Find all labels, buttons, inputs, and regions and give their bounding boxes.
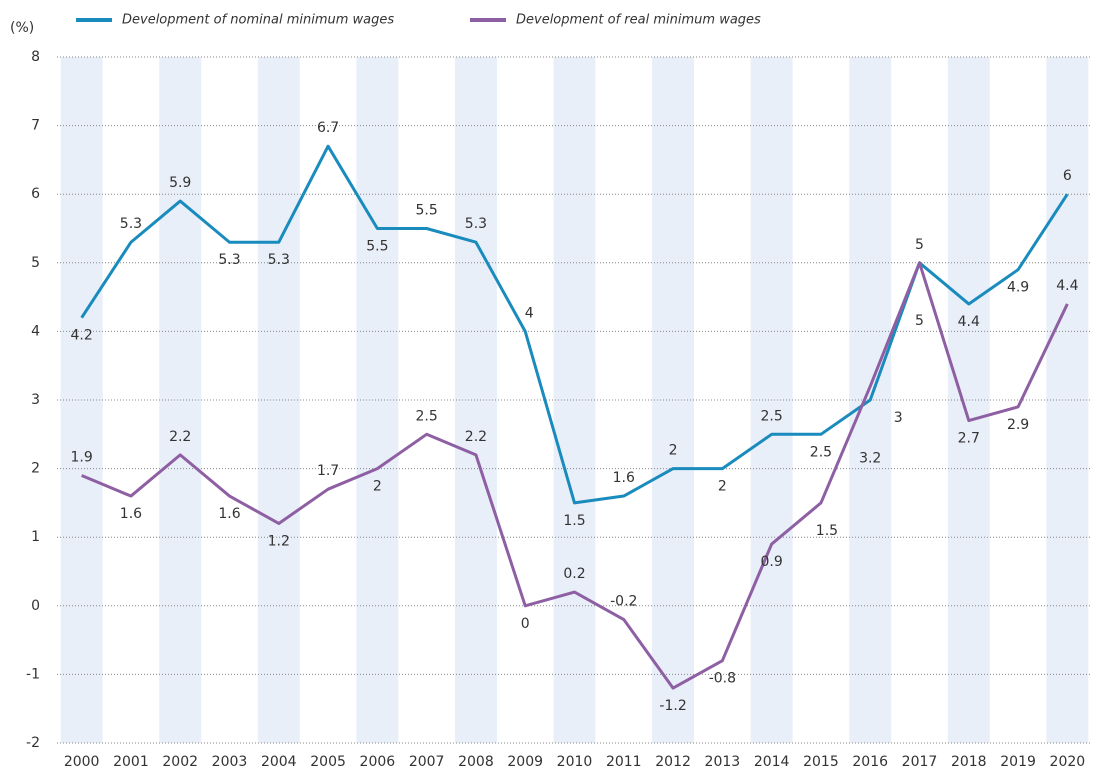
data-label: 4.9 <box>1007 280 1029 296</box>
x-tick-label: 2019 <box>1000 754 1036 770</box>
x-tick-label: 2016 <box>852 754 888 770</box>
data-label: 4.4 <box>958 314 980 330</box>
y-axis-label: (%) <box>10 20 34 36</box>
data-label: 2.9 <box>1007 417 1029 433</box>
data-label: 2.5 <box>810 444 832 460</box>
y-tick-label: 5 <box>31 255 40 271</box>
x-tick-label: 2020 <box>1050 754 1086 770</box>
data-label: 1.6 <box>218 506 240 522</box>
x-tick-label: 2004 <box>261 754 297 770</box>
y-tick-label: 8 <box>31 49 40 65</box>
data-label: -0.2 <box>610 594 637 610</box>
data-label: 5.3 <box>268 252 290 268</box>
x-tick-label: 2007 <box>409 754 445 770</box>
x-tick-label: 2011 <box>606 754 642 770</box>
data-label: 0.2 <box>563 566 585 582</box>
data-label: 2.5 <box>416 408 438 424</box>
line <box>81 261 1069 690</box>
x-tick-label: 2013 <box>705 754 741 770</box>
x-tick-label: 2010 <box>557 754 593 770</box>
y-tick-label: 7 <box>31 118 40 134</box>
data-label: 0.9 <box>761 554 783 570</box>
data-label: 5.3 <box>120 216 142 232</box>
data-label: 0 <box>521 616 530 632</box>
line <box>80 144 1069 505</box>
x-tick-label: 2018 <box>951 754 987 770</box>
data-label: 5.3 <box>465 216 487 232</box>
data-label: 1.2 <box>268 533 290 549</box>
data-label: 6 <box>1063 168 1072 184</box>
data-label: 2 <box>373 479 382 495</box>
data-label: 1.9 <box>71 449 93 465</box>
data-label: 3 <box>894 410 903 426</box>
x-tick-label: 2006 <box>360 754 396 770</box>
y-tick-label: 0 <box>31 598 40 614</box>
x-tick-label: 2009 <box>507 754 543 770</box>
x-tick-label: 2008 <box>458 754 494 770</box>
legend-text: Development of nominal minimum wages <box>122 13 394 28</box>
data-label: 2 <box>669 443 678 459</box>
data-label: -0.8 <box>709 671 736 687</box>
data-label: 1.6 <box>613 470 635 486</box>
data-label: 5.5 <box>416 203 438 219</box>
data-label: 4.4 <box>1056 278 1078 294</box>
x-tick-label: 2001 <box>113 754 149 770</box>
data-label: 4 <box>525 305 534 321</box>
legend-text: Development of real minimum wages <box>516 13 761 28</box>
data-label: 5.3 <box>218 252 240 268</box>
data-label: 4.2 <box>71 328 93 344</box>
data-label: 1.5 <box>563 513 585 529</box>
data-label: 6.7 <box>317 120 339 136</box>
data-label: 3.2 <box>859 450 881 466</box>
data-label: 5 <box>915 313 924 329</box>
y-tick-label: 6 <box>31 186 40 202</box>
data-label: 1.6 <box>120 506 142 522</box>
data-label: -1.2 <box>659 698 686 714</box>
band <box>356 57 399 743</box>
data-label: 2.5 <box>761 408 783 424</box>
data-label: 5.9 <box>169 175 191 191</box>
y-tick-label: -1 <box>26 666 40 682</box>
x-tick-label: 2017 <box>902 754 938 770</box>
x-tick-label: 2014 <box>754 754 790 770</box>
y-tick-label: 3 <box>31 392 40 408</box>
x-tick-label: 2003 <box>212 754 248 770</box>
data-label: 2.7 <box>958 431 980 447</box>
y-tick-label: 4 <box>31 323 40 339</box>
data-label: 5 <box>915 237 924 253</box>
data-label: 2.2 <box>465 429 487 445</box>
band <box>553 57 596 743</box>
x-tick-label: 2012 <box>655 754 691 770</box>
x-tick-label: 2000 <box>64 754 100 770</box>
data-label: 1.7 <box>317 463 339 479</box>
data-label: 1.5 <box>816 523 838 539</box>
y-tick-label: 2 <box>31 461 40 477</box>
data-label: 2.2 <box>169 429 191 445</box>
y-tick-label: 1 <box>31 529 40 545</box>
y-tick-label: -2 <box>26 735 40 751</box>
x-tick-label: 2005 <box>310 754 346 770</box>
x-tick-label: 2015 <box>803 754 839 770</box>
band <box>1046 57 1089 743</box>
data-label: 2 <box>718 479 727 495</box>
band <box>454 57 497 743</box>
data-label: 5.5 <box>366 239 388 255</box>
x-tick-label: 2002 <box>162 754 198 770</box>
